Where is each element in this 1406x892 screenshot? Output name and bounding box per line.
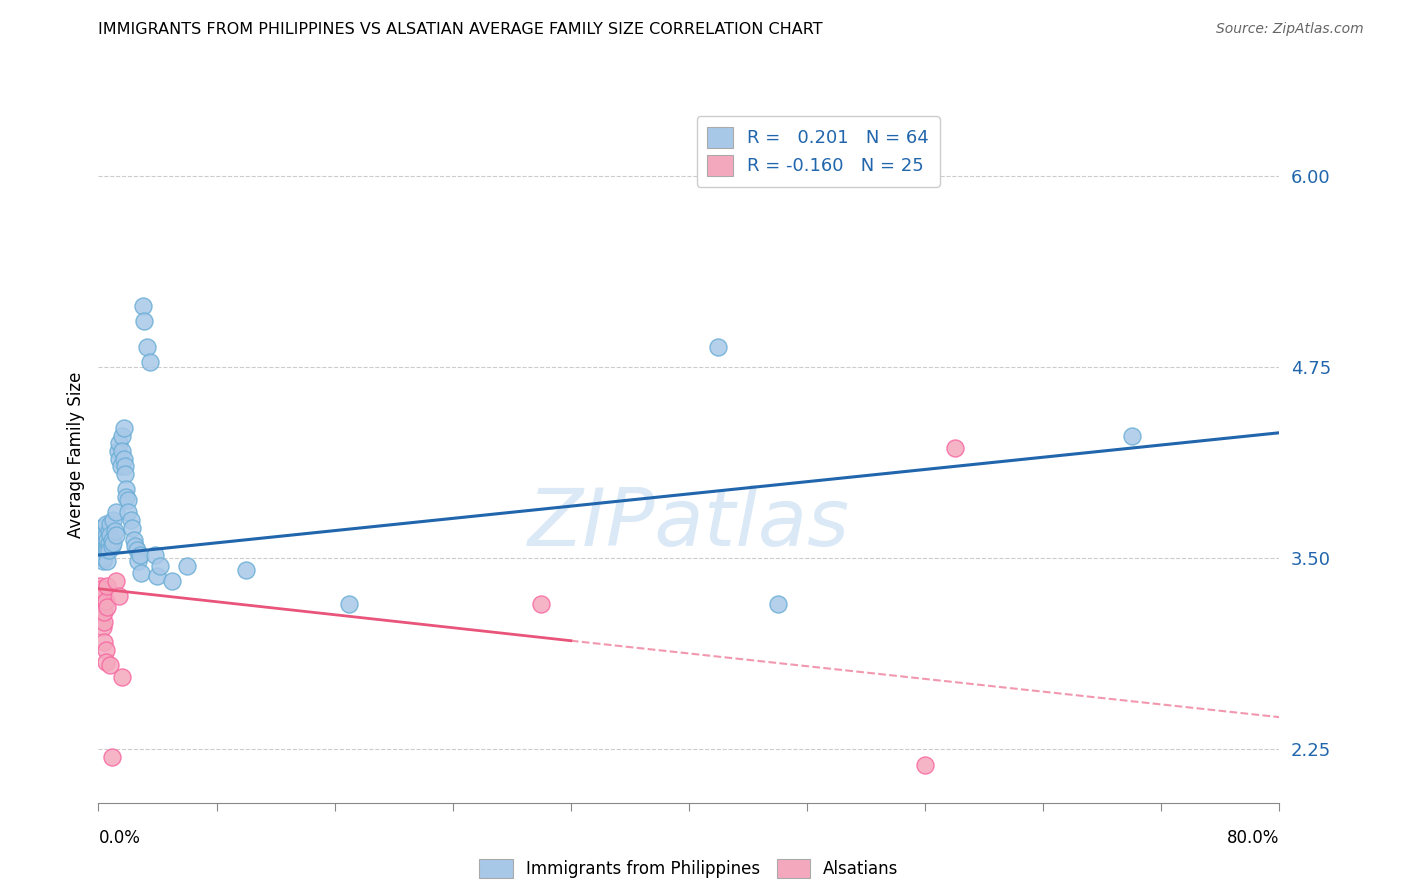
Point — [107, 444, 129, 458]
Text: 80.0%: 80.0% — [1227, 829, 1279, 847]
Point — [530, 597, 553, 611]
Point — [91, 590, 114, 604]
Point — [93, 551, 115, 566]
Point — [94, 517, 117, 532]
Point — [111, 444, 134, 458]
Legend: Immigrants from Philippines, Alsatians: Immigrants from Philippines, Alsatians — [472, 853, 905, 885]
Point — [93, 635, 115, 649]
Point — [112, 451, 135, 466]
Point — [89, 579, 111, 593]
Point — [100, 750, 122, 764]
Point — [93, 605, 115, 619]
Point — [90, 520, 112, 534]
Point — [115, 490, 138, 504]
Text: IMMIGRANTS FROM PHILIPPINES VS ALSATIAN AVERAGE FAMILY SIZE CORRELATION CHART: IMMIGRANTS FROM PHILIPPINES VS ALSATIAN … — [98, 22, 823, 37]
Point — [139, 355, 162, 369]
Point — [105, 505, 128, 519]
Point — [89, 533, 111, 547]
Point — [90, 582, 112, 596]
Point — [129, 566, 152, 581]
Point — [943, 441, 966, 455]
Point — [93, 543, 115, 558]
Point — [105, 528, 128, 542]
Point — [110, 459, 132, 474]
Point — [103, 513, 125, 527]
Point — [96, 533, 118, 547]
Point — [1121, 429, 1143, 443]
Point — [91, 536, 114, 550]
Point — [91, 528, 114, 542]
Point — [97, 536, 120, 550]
Point — [117, 493, 139, 508]
Point — [94, 539, 117, 553]
Point — [94, 643, 117, 657]
Point — [108, 436, 131, 450]
Point — [97, 543, 120, 558]
Point — [96, 554, 118, 568]
Point — [128, 548, 150, 562]
Point — [93, 533, 115, 547]
Point — [91, 605, 114, 619]
Point — [96, 543, 118, 558]
Text: ZIPatlas: ZIPatlas — [527, 485, 851, 564]
Point — [114, 467, 136, 481]
Point — [108, 590, 131, 604]
Point — [91, 620, 114, 634]
Point — [111, 429, 134, 443]
Point — [766, 597, 789, 611]
Point — [111, 670, 134, 684]
Point — [162, 574, 183, 588]
Point — [98, 517, 121, 532]
Point — [90, 612, 112, 626]
Point — [108, 451, 131, 466]
Point — [121, 520, 143, 534]
Point — [136, 340, 159, 354]
Point — [337, 597, 360, 611]
Point — [114, 459, 136, 474]
Point — [90, 543, 112, 558]
Point — [98, 658, 121, 673]
Point — [176, 558, 198, 573]
Point — [90, 600, 112, 615]
Point — [117, 505, 139, 519]
Point — [89, 590, 111, 604]
Y-axis label: Average Family Size: Average Family Size — [66, 372, 84, 538]
Point — [96, 579, 118, 593]
Point — [104, 524, 127, 538]
Text: Source: ZipAtlas.com: Source: ZipAtlas.com — [1216, 22, 1364, 37]
Text: 0.0%: 0.0% — [98, 829, 141, 847]
Point — [235, 563, 257, 577]
Point — [914, 757, 936, 772]
Point — [134, 314, 156, 328]
Point — [94, 655, 117, 669]
Point — [94, 543, 117, 558]
Point — [143, 548, 166, 562]
Point — [94, 594, 117, 608]
Point — [127, 554, 149, 568]
Point — [100, 539, 122, 553]
Point — [112, 421, 135, 435]
Point — [122, 533, 145, 547]
Point — [146, 569, 169, 583]
Point — [98, 528, 121, 542]
Point — [97, 524, 120, 538]
Point — [103, 536, 125, 550]
Point — [149, 558, 172, 573]
Point — [115, 483, 138, 497]
Point — [91, 597, 114, 611]
Point — [93, 615, 115, 630]
Point — [96, 600, 118, 615]
Point — [100, 533, 122, 547]
Point — [132, 299, 155, 313]
Point — [94, 528, 117, 542]
Point — [124, 539, 146, 553]
Point — [120, 513, 142, 527]
Point — [105, 574, 128, 588]
Point — [707, 340, 730, 354]
Point — [91, 554, 114, 568]
Point — [125, 543, 148, 558]
